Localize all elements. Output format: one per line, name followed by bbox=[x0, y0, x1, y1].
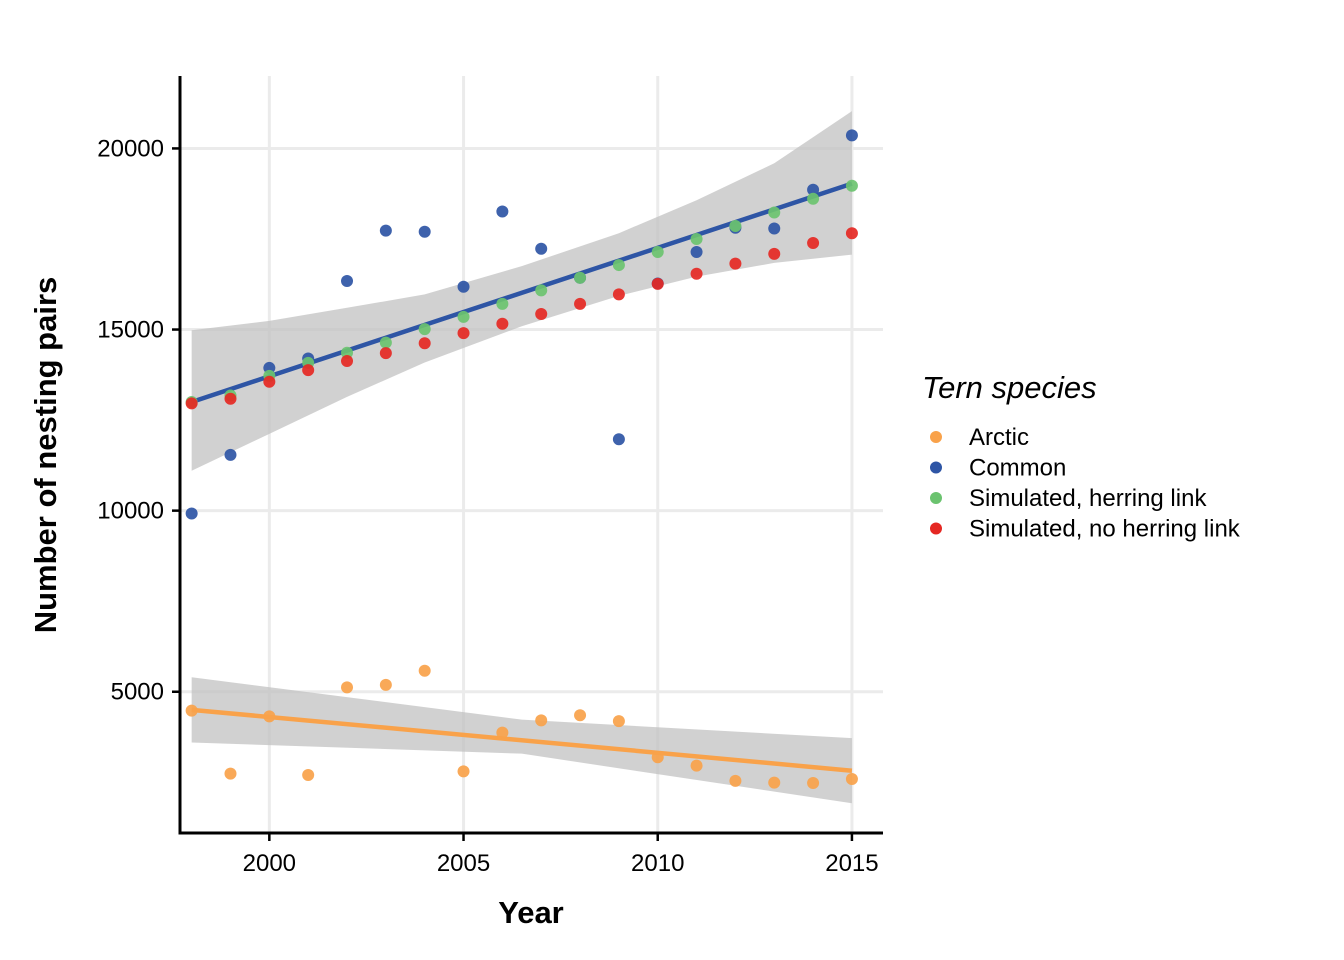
point-common bbox=[845, 129, 858, 142]
y-tick-label: 15000 bbox=[97, 317, 164, 344]
data-points bbox=[185, 129, 858, 790]
point-simulated-no-herring-link bbox=[535, 307, 548, 320]
point-common bbox=[418, 225, 431, 238]
point-simulated-herring-link bbox=[845, 179, 858, 192]
point-simulated-herring-link bbox=[729, 219, 742, 232]
point-arctic bbox=[302, 769, 315, 782]
point-arctic bbox=[651, 751, 664, 764]
point-simulated-herring-link bbox=[379, 336, 392, 349]
y-axis-title: Number of nesting pairs bbox=[28, 277, 63, 634]
point-simulated-no-herring-link bbox=[224, 392, 237, 405]
point-simulated-herring-link bbox=[574, 271, 587, 284]
point-arctic bbox=[263, 710, 276, 723]
point-simulated-no-herring-link bbox=[768, 247, 781, 260]
point-simulated-herring-link bbox=[418, 323, 431, 336]
point-arctic bbox=[535, 714, 548, 727]
legend-key-simulated-herring-link bbox=[930, 492, 942, 504]
point-arctic bbox=[612, 715, 625, 728]
point-arctic bbox=[496, 726, 509, 739]
legend-title: Tern species bbox=[922, 370, 1097, 405]
x-tick-label: 2000 bbox=[243, 850, 296, 877]
point-common bbox=[379, 224, 392, 237]
legend-label-simulated-no-herring-link: Simulated, no herring link bbox=[969, 516, 1241, 543]
trend-line-arctic bbox=[191, 707, 853, 773]
point-common bbox=[807, 183, 820, 196]
legend-label-simulated-herring-link: Simulated, herring link bbox=[969, 485, 1207, 512]
point-simulated-no-herring-link bbox=[807, 236, 820, 249]
point-common bbox=[612, 433, 625, 446]
point-simulated-herring-link bbox=[690, 232, 703, 245]
point-arctic bbox=[457, 765, 470, 778]
point-arctic bbox=[729, 774, 742, 787]
point-arctic bbox=[418, 664, 431, 677]
trend-line-common bbox=[190, 181, 853, 405]
x-tick-label: 2015 bbox=[825, 850, 878, 877]
x-tick-label: 2005 bbox=[437, 850, 490, 877]
y-tick-label: 10000 bbox=[97, 498, 164, 525]
legend-label-arctic: Arctic bbox=[969, 424, 1029, 451]
point-simulated-herring-link bbox=[768, 206, 781, 219]
point-simulated-herring-link bbox=[651, 246, 664, 259]
point-simulated-herring-link bbox=[457, 310, 470, 323]
point-common bbox=[341, 275, 354, 288]
y-tick-labels: 5000 10000 15000 20000 bbox=[97, 135, 164, 705]
point-arctic bbox=[574, 709, 587, 722]
point-arctic bbox=[224, 767, 237, 780]
x-tick-label: 2010 bbox=[631, 850, 684, 877]
point-simulated-no-herring-link bbox=[729, 257, 742, 270]
legend-label-common: Common bbox=[969, 455, 1066, 482]
point-common bbox=[690, 246, 703, 259]
point-simulated-herring-link bbox=[807, 192, 820, 205]
point-common bbox=[535, 242, 548, 255]
point-simulated-no-herring-link bbox=[263, 375, 276, 388]
legend-key-common bbox=[930, 461, 942, 474]
point-arctic bbox=[690, 759, 703, 772]
point-arctic bbox=[768, 776, 781, 789]
trend-lines bbox=[190, 181, 853, 773]
x-axis-title: Year bbox=[498, 895, 564, 930]
point-common bbox=[185, 507, 198, 520]
point-simulated-no-herring-link bbox=[457, 327, 470, 340]
point-simulated-herring-link bbox=[535, 284, 548, 297]
y-tick-label: 20000 bbox=[97, 135, 164, 162]
point-simulated-herring-link bbox=[612, 259, 625, 272]
point-simulated-no-herring-link bbox=[574, 297, 587, 310]
point-common bbox=[457, 280, 470, 293]
y-tick-label: 5000 bbox=[111, 679, 164, 706]
legend-key-arctic bbox=[930, 431, 942, 443]
point-simulated-no-herring-link bbox=[418, 337, 431, 350]
point-simulated-herring-link bbox=[496, 297, 509, 310]
legend: Tern species Arctic Common Simulated, herr… bbox=[922, 370, 1241, 543]
point-simulated-no-herring-link bbox=[185, 397, 198, 410]
point-arctic bbox=[807, 777, 820, 790]
point-arctic bbox=[379, 678, 392, 691]
point-arctic bbox=[185, 704, 198, 717]
point-arctic bbox=[341, 681, 354, 694]
point-common bbox=[768, 222, 781, 235]
point-arctic bbox=[845, 773, 858, 786]
point-simulated-no-herring-link bbox=[690, 267, 703, 280]
point-simulated-no-herring-link bbox=[302, 364, 315, 377]
point-simulated-no-herring-link bbox=[496, 317, 509, 330]
point-simulated-no-herring-link bbox=[651, 277, 664, 290]
x-tick-labels: 2000 2005 2010 2015 bbox=[243, 850, 879, 877]
point-common bbox=[224, 448, 237, 461]
point-simulated-herring-link bbox=[341, 346, 354, 359]
point-simulated-no-herring-link bbox=[379, 347, 392, 360]
axes bbox=[172, 76, 883, 841]
point-simulated-no-herring-link bbox=[341, 355, 354, 368]
point-simulated-no-herring-link bbox=[612, 288, 625, 301]
point-simulated-no-herring-link bbox=[845, 227, 858, 240]
legend-key-simulated-no-herring-link bbox=[930, 522, 942, 535]
point-common bbox=[496, 205, 509, 218]
